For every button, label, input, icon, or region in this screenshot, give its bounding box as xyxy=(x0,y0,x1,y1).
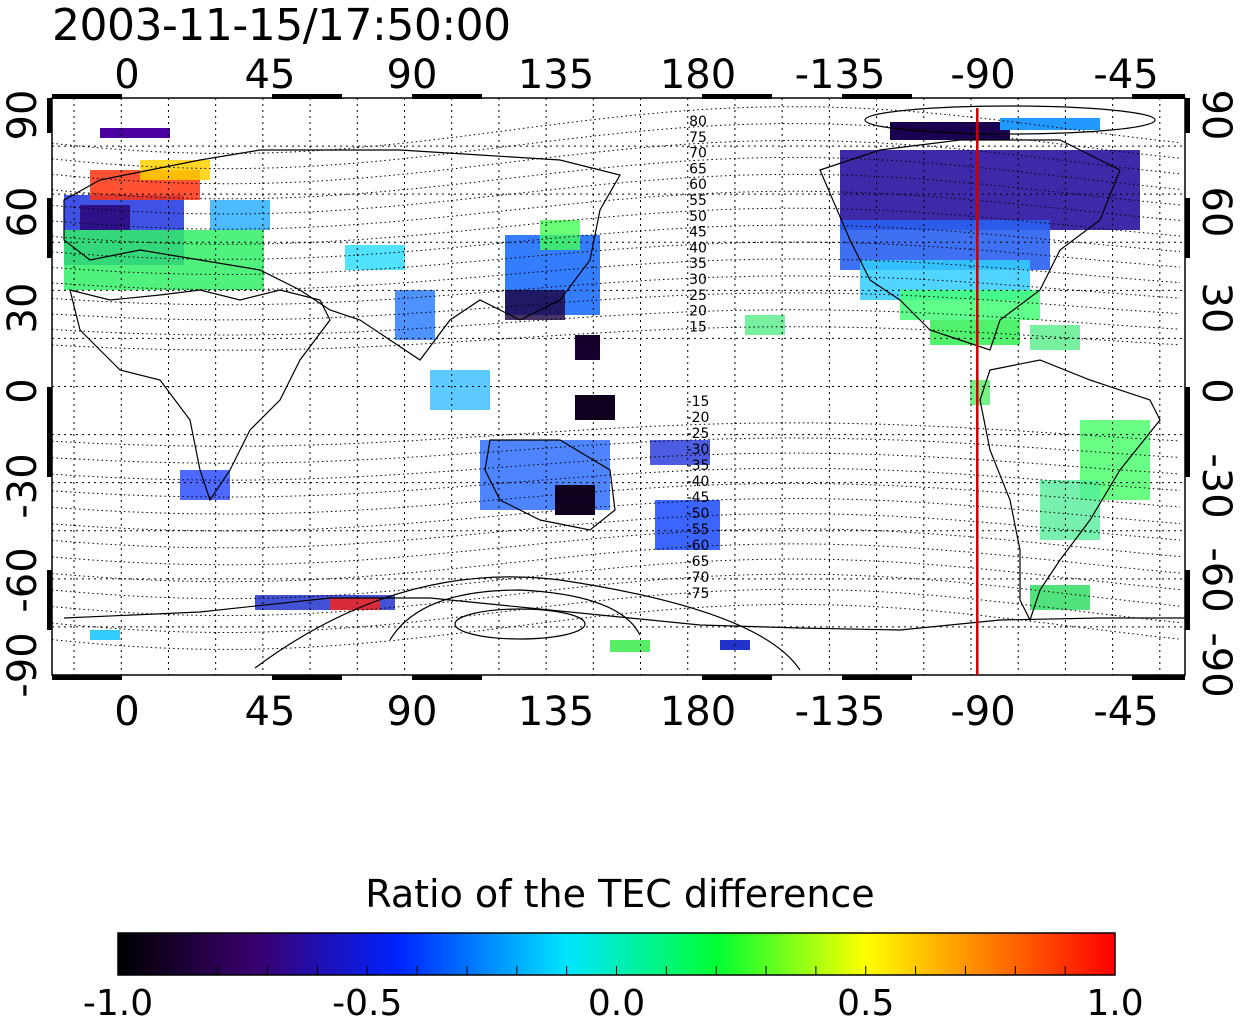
longitude-tick-label: 90 xyxy=(387,52,438,98)
longitude-tick-label: -135 xyxy=(795,52,886,98)
contour-label: -25 xyxy=(687,426,710,442)
contour-label: 80 xyxy=(689,114,707,130)
tec-data-patches xyxy=(64,118,1150,652)
latitude-ticks-right: 90 60 30 0 -30 -60 -90 xyxy=(1193,90,1239,698)
contour-label: -20 xyxy=(687,410,710,426)
colorbar-label: -0.5 xyxy=(332,983,403,1024)
longitude-tick-label: -90 xyxy=(950,689,1015,735)
latitude-tick-label: 30 xyxy=(1193,283,1239,334)
contour-label: 75 xyxy=(689,130,707,146)
contour-label: 25 xyxy=(689,288,707,304)
longitude-tick-label: 135 xyxy=(518,52,594,98)
latitude-tick-label: -60 xyxy=(0,547,46,612)
contour-label: -40 xyxy=(687,474,710,490)
contour-label: 30 xyxy=(689,272,707,288)
contour-label: 60 xyxy=(689,177,707,193)
contour-label: -35 xyxy=(687,458,710,474)
contour-label: 50 xyxy=(689,209,707,225)
contour-label: -75 xyxy=(687,586,710,602)
contour-label: 65 xyxy=(689,161,707,177)
colorbar-label: 0.5 xyxy=(837,983,895,1024)
longitude-tick-label: 0 xyxy=(114,689,139,735)
colorbar-label: 0.0 xyxy=(587,983,646,1024)
latitude-tick-label: -30 xyxy=(0,453,46,518)
latitude-tick-label: -30 xyxy=(1193,453,1239,518)
longitude-tick-label: 180 xyxy=(660,52,736,98)
timestamp: 2003-11-15/17:50:00 xyxy=(52,0,511,51)
longitude-tick-label: 90 xyxy=(387,689,438,735)
longitude-tick-label: -45 xyxy=(1093,52,1158,98)
contour-label: -60 xyxy=(687,538,710,554)
latitude-ticks-left: 90 60 30 0 -30 -60 -90 xyxy=(0,90,46,698)
longitude-ticks-top: 0 45 90 135 180 -135 -90 -45 xyxy=(114,52,1158,98)
longitude-ticks-bottom: 0 45 90 135 180 -135 -90 -45 xyxy=(114,689,1158,735)
longitude-tick-label: -135 xyxy=(795,689,886,735)
colorbar-label: 1.0 xyxy=(1086,983,1144,1024)
longitude-tick-label: 180 xyxy=(660,689,736,735)
contour-label: -65 xyxy=(687,554,710,570)
magnetic-latitude-contours xyxy=(52,106,1181,650)
latitude-tick-label: 30 xyxy=(0,283,46,334)
colorbar-ticks xyxy=(117,966,1116,975)
contour-label: 40 xyxy=(689,240,707,256)
contour-label: -50 xyxy=(687,506,710,522)
latitude-tick-label: 60 xyxy=(0,187,46,238)
longitude-tick-label: 135 xyxy=(518,689,594,735)
latitude-tick-label: -90 xyxy=(1193,632,1239,697)
latitude-tick-label: 90 xyxy=(1193,90,1239,141)
longitude-tick-label: -45 xyxy=(1093,689,1158,735)
colorbar-title: Ratio of the TEC difference xyxy=(365,872,875,916)
contour-label: 55 xyxy=(689,193,707,209)
longitude-tick-label: -90 xyxy=(950,52,1015,98)
longitude-tick-label: 45 xyxy=(245,52,296,98)
latitude-tick-label: 90 xyxy=(0,90,46,141)
contour-label: -15 xyxy=(687,394,710,410)
longitude-tick-label: 0 xyxy=(114,52,139,98)
latitude-tick-label: 60 xyxy=(1193,187,1239,238)
latitude-tick-label: 0 xyxy=(0,378,46,403)
contour-label: -45 xyxy=(687,490,710,506)
contour-label: -30 xyxy=(687,442,710,458)
contour-label: 35 xyxy=(689,256,707,272)
contour-label: 45 xyxy=(689,225,707,241)
contour-labels-south: -15-20-25-30-35-40-45-50-55-60-65-70-75 xyxy=(687,394,710,602)
axis-bars xyxy=(47,94,1190,680)
latitude-tick-label: -90 xyxy=(0,632,46,697)
map-grid xyxy=(52,98,1185,675)
latitude-tick-label: 0 xyxy=(1193,378,1239,403)
contour-label: -55 xyxy=(687,522,710,538)
latitude-tick-label: -60 xyxy=(1193,547,1239,612)
contour-label: 70 xyxy=(689,146,707,162)
contour-label: 15 xyxy=(689,319,707,335)
contour-label: 20 xyxy=(689,304,707,320)
longitude-tick-label: 45 xyxy=(245,689,296,735)
colorbar-label: -1.0 xyxy=(82,983,154,1024)
contour-label: -70 xyxy=(687,570,710,586)
